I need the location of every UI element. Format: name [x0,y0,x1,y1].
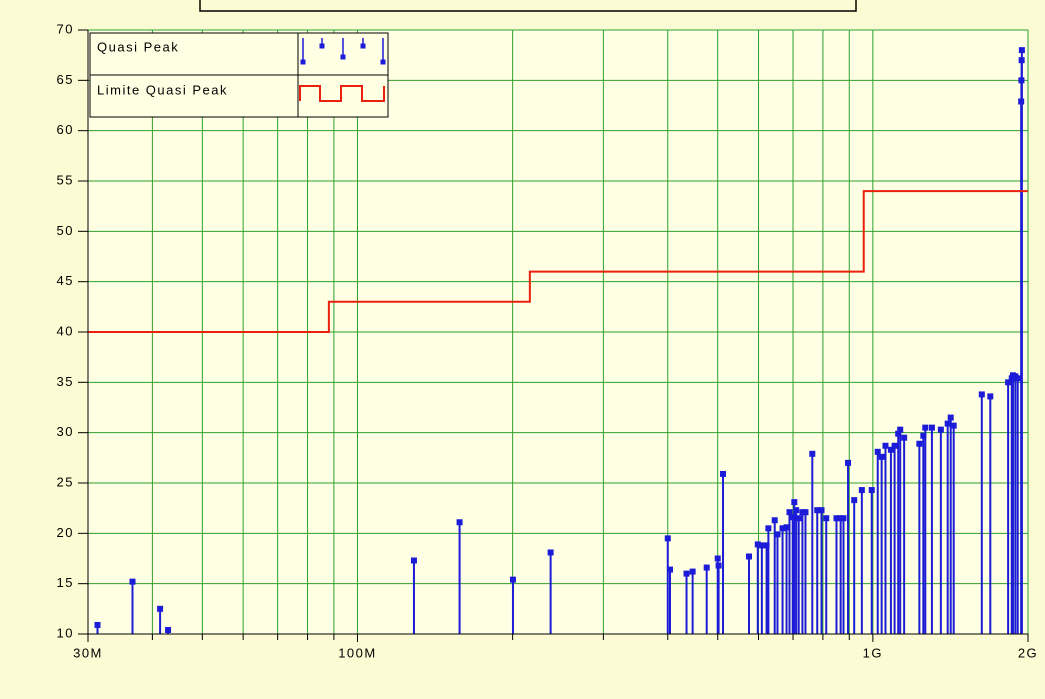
marker [858,487,865,494]
marker [978,391,985,398]
marker [950,422,957,429]
legend-marker [319,43,325,49]
legend-icon [299,85,385,102]
marker [779,525,786,532]
marker [868,487,875,494]
marker [720,470,727,477]
marker [165,626,172,633]
x-tick-label: 100M [338,645,377,660]
marker [758,542,765,549]
marks [88,47,1028,634]
marker [840,515,847,522]
marker [94,621,101,628]
legend-marker [360,43,366,49]
marker [410,557,417,564]
marker [897,426,904,433]
marker [765,525,772,532]
y-tick-label: 15 [57,575,74,590]
marker [891,442,898,449]
limit-line [88,190,1028,333]
marker [916,440,923,447]
legend: Quasi Peak Limite Quasi Peak [89,32,389,118]
legend-marker [300,59,306,65]
marker [774,531,781,538]
marker [937,426,944,433]
marker [895,430,902,437]
marker [987,393,994,400]
legend-label: Quasi Peak [97,39,179,54]
y-tick-label: 60 [57,122,74,137]
marker [947,414,954,421]
marker [129,578,136,585]
legend-label: Limite Quasi Peak [97,82,228,97]
x-tick-label: 2G [1018,645,1038,660]
y-tick-label: 35 [57,374,74,389]
marker [1018,47,1025,54]
marker [833,515,840,522]
marker [771,517,778,524]
marker [157,605,164,612]
marker [878,453,885,460]
marker [882,442,889,449]
marker [874,448,881,455]
y-tick-label: 10 [57,625,74,640]
marker [456,519,463,526]
marker [799,509,806,516]
y-tick-label: 45 [57,273,74,288]
title-box [199,0,857,12]
marker [928,424,935,431]
marker [1008,375,1015,382]
marker [1005,379,1012,386]
legend-icon [300,38,386,65]
y-tick-label: 70 [57,21,74,36]
marker [664,535,671,542]
marker [802,509,809,516]
y-tick-label: 55 [57,172,74,187]
marker [791,499,798,506]
x-tick-label: 30M [73,645,103,660]
marker [789,514,796,521]
marker [809,450,816,457]
marker [714,555,721,562]
marker [715,562,722,569]
marker [845,459,852,466]
marker [754,541,761,548]
marker [795,515,802,522]
y-tick-label: 25 [57,474,74,489]
y-tick-label: 20 [57,525,74,540]
marker [783,524,790,531]
marker [823,515,830,522]
marker [818,507,825,514]
marker [509,576,516,583]
x-tick-label: 1G [863,645,883,660]
marker [793,507,800,514]
legend-marker [340,54,346,60]
y-tick-label: 50 [57,223,74,238]
marker [814,507,821,514]
legend-line [299,85,385,102]
marker [547,549,554,556]
y-tick-label: 40 [57,323,74,338]
marker [887,446,894,453]
marker [683,570,690,577]
marker [745,553,752,560]
marker [920,432,927,439]
marker [944,420,951,427]
marker [851,497,858,504]
legend-marker [380,59,386,65]
marker [703,564,710,571]
marker [763,542,770,549]
marker [666,566,673,573]
y-tick-label: 65 [57,72,74,87]
marker [786,509,793,516]
marker [922,424,929,431]
y-tick-label: 30 [57,424,74,439]
marker [901,434,908,441]
marker [1014,375,1021,382]
marker [689,568,696,575]
